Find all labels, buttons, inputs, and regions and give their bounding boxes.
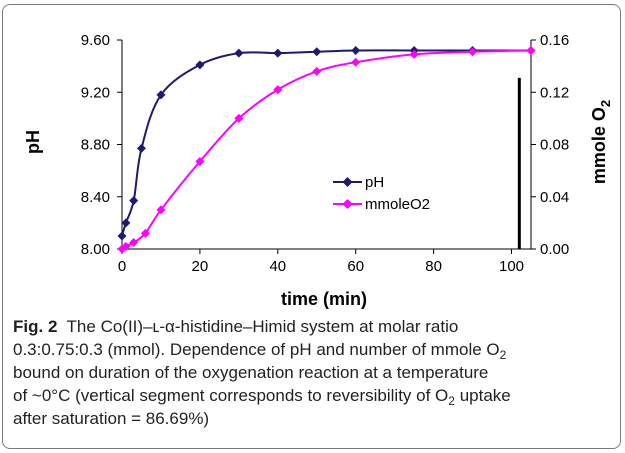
data-point-ph <box>117 231 127 241</box>
data-point-o2 <box>121 241 131 251</box>
data-point-o2 <box>195 156 205 166</box>
y-right-tick-label: 0.00 <box>540 241 569 258</box>
data-point-ph <box>351 45 361 55</box>
caption-label: Fig. 2 <box>13 317 58 336</box>
caption-line-4: of ~0°C (vertical segment corresponds to… <box>13 385 449 405</box>
legend-ph-label: pH <box>365 174 384 191</box>
y-left-tick-label: 8.40 <box>81 189 110 206</box>
data-point-o2 <box>234 113 244 123</box>
data-point-ph <box>121 218 131 228</box>
figure-caption: Fig. 2 The Co(II)–ʟ-α-histidine–Himid sy… <box>13 316 613 431</box>
series-layer <box>117 45 536 254</box>
data-point-o2 <box>312 66 322 76</box>
caption-line-2-subscript: 2 <box>499 347 507 362</box>
y-axis-label-right: mmole O2 <box>589 100 613 184</box>
data-point-ph <box>156 90 166 100</box>
data-point-o2 <box>409 49 419 59</box>
legend-o2-label: mmoleO2 <box>365 196 430 213</box>
x-tick-label: 100 <box>499 258 524 275</box>
data-point-o2 <box>156 205 166 215</box>
caption-line-3: bound on duration of the oxygenation rea… <box>13 363 489 382</box>
data-point-o2 <box>468 47 478 57</box>
data-point-ph <box>312 47 322 57</box>
x-tick-label: 0 <box>118 258 126 275</box>
y-left-tick-label: 9.60 <box>81 32 110 49</box>
data-point-o2 <box>140 228 150 238</box>
data-point-o2 <box>129 237 139 247</box>
data-point-ph <box>273 48 283 58</box>
data-point-o2 <box>273 85 283 95</box>
y-left-tick-label: 9.20 <box>81 84 110 101</box>
y-right-tick-label: 0.12 <box>540 84 569 101</box>
figure-panel: 0 20 40 60 80 100 8.00 8.40 8.80 9.20 9.60 0.00 0.04… <box>2 4 621 449</box>
y-left-tick-label: 8.80 <box>81 137 110 154</box>
x-tick-label: 20 <box>192 258 209 275</box>
x-tick-label: 40 <box>269 258 286 275</box>
caption-line-4-subscript: 2 <box>448 393 455 408</box>
y-axis-label-right-sub: 2 <box>598 100 613 107</box>
chart: 0 20 40 60 80 100 8.00 8.40 8.80 9.20 9.60 0.00 0.04… <box>23 32 613 309</box>
y-right-tick-label: 0.08 <box>540 137 569 154</box>
caption-line-4-end: uptake <box>454 385 511 405</box>
data-point-ph <box>234 48 244 58</box>
y-right-tick-label: 0.04 <box>540 189 569 206</box>
series-line-o2 <box>121 49 532 250</box>
data-point-ph <box>136 143 146 153</box>
caption-line-2: 0.3:0.75:0.3 (mmol). Dependence of pH an… <box>13 339 500 359</box>
data-point-ph <box>195 60 205 70</box>
caption-line-5: after saturation = 86.69%) <box>13 409 210 428</box>
x-tick-label: 80 <box>425 258 442 275</box>
x-axis-label: time (min) <box>281 289 367 309</box>
y-axis-label-left: pH <box>23 130 43 154</box>
data-point-o2 <box>351 57 361 67</box>
chart-axes: 0 20 40 60 80 100 8.00 8.40 8.80 9.20 9.60 0.00 0.04… <box>81 32 569 275</box>
x-tick-label: 60 <box>347 258 364 275</box>
data-point-ph <box>129 196 139 206</box>
legend-ph-marker <box>342 177 353 187</box>
legend-o2-marker <box>342 199 353 209</box>
y-right-tick-label: 0.16 <box>540 32 569 49</box>
caption-line-1: The Co(II)–ʟ-α-histidine–Himid system at… <box>66 317 459 336</box>
series-line-ph <box>121 49 532 237</box>
data-point-o2 <box>526 45 536 55</box>
legend: pH mmoleO2 <box>333 174 430 213</box>
y-left-tick-label: 8.00 <box>81 241 110 258</box>
y-axis-label-right-main: mmole O <box>589 107 609 184</box>
